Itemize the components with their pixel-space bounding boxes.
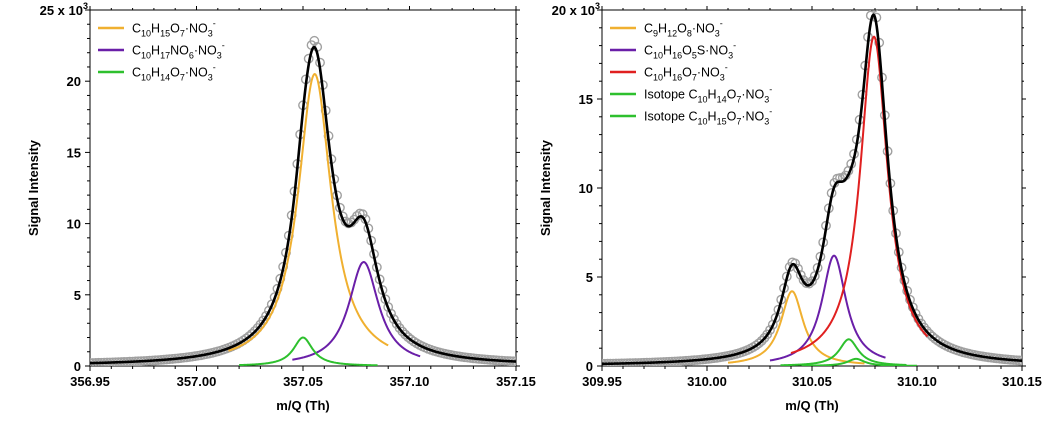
x-tick-label: 357.00: [177, 374, 217, 389]
legend: C9H12O8·NO3-C10H16O5S·NO3-C10H16O7·NO3-I…: [610, 19, 772, 127]
plot-area: [602, 10, 1022, 366]
y-tick-label: 0: [74, 359, 81, 374]
sum-fit-line: [90, 45, 516, 365]
x-tick-label: 357.05: [283, 374, 323, 389]
data-point: [753, 338, 764, 349]
x-tick-label: 309.95: [582, 374, 622, 389]
y-tick-label: 5: [74, 288, 81, 303]
data-point: [765, 325, 775, 335]
y-tick-label: 15: [67, 145, 81, 160]
plot-area: [90, 35, 516, 366]
x-tick-label: 310.00: [687, 374, 727, 389]
sum-fit-line: [602, 13, 1022, 366]
legend-label: C10H16O7·NO3-: [644, 63, 728, 83]
legend-label: Isotope C10H14O7·NO3-: [644, 85, 772, 105]
chart-2: 309.95 310.00 310.05 310.10 310.15 0 5 10 15 20 x…: [538, 1, 1042, 413]
legend-label: C9H12O8·NO3-: [644, 19, 723, 39]
data-point: [386, 308, 396, 319]
data-point: [400, 329, 411, 340]
plot-frame: [601, 9, 1023, 367]
peak-fit-3: [790, 35, 929, 354]
peak-fit-1: [727, 290, 865, 365]
peak-fit-1: [228, 72, 389, 352]
peak-fit-5: [801, 357, 917, 366]
peak-fit-4: [780, 338, 907, 366]
y-tick-label: 0: [586, 359, 593, 374]
legend-label: C10H15O7·NO3-: [132, 19, 216, 39]
x-tick-label: 357.15: [496, 374, 536, 389]
legend: C10H15O7·NO3-C10H17NO6·NO3-C10H14O7·NO3-: [98, 19, 225, 83]
legend-label: C10H14O7·NO3-: [132, 63, 216, 83]
x-tick-label: 356.95: [70, 374, 110, 389]
plot-frame: [89, 9, 517, 367]
peak-fit-2: [292, 261, 421, 361]
x-axis-label: m/Q (Th): [785, 398, 838, 413]
x-axis-label: m/Q (Th): [276, 398, 329, 413]
peak-fit-3: [239, 336, 378, 366]
peak-fit-2: [769, 254, 886, 362]
x-tick-label: 310.05: [792, 374, 832, 389]
x-tick-label: 357.10: [390, 374, 430, 389]
data-point: [869, 10, 878, 13]
legend-label: C10H16O5S·NO3-: [644, 41, 736, 61]
y-axis-label: Signal Intensity: [26, 139, 41, 236]
legend-label: C10H17NO6·NO3-: [132, 41, 225, 61]
y-axis-label: Signal Intensity: [538, 139, 553, 236]
data-point: [807, 276, 817, 287]
y-tick-label: 10: [579, 181, 593, 196]
y-tick-label: 10: [67, 217, 81, 232]
x-tick-label: 310.15: [1002, 374, 1042, 389]
legend-label: Isotope C10H15O7·NO3-: [644, 107, 772, 127]
chart-1: 356.95 357.00 357.05 357.10 357.15 0 5 10 15 20 25…: [26, 1, 536, 413]
data-point: [388, 314, 399, 325]
data-point: [397, 326, 408, 337]
y-tick-label: 5: [586, 270, 593, 285]
y-tick-label-multiplier: 25 x 103: [40, 1, 88, 18]
data-point: [756, 335, 767, 346]
y-tick-label-multiplier: 20 x 103: [552, 1, 600, 18]
data-point: [309, 35, 320, 46]
y-tick-label: 20: [67, 74, 81, 89]
x-tick-label: 310.10: [897, 374, 937, 389]
y-tick-label: 15: [579, 92, 593, 107]
